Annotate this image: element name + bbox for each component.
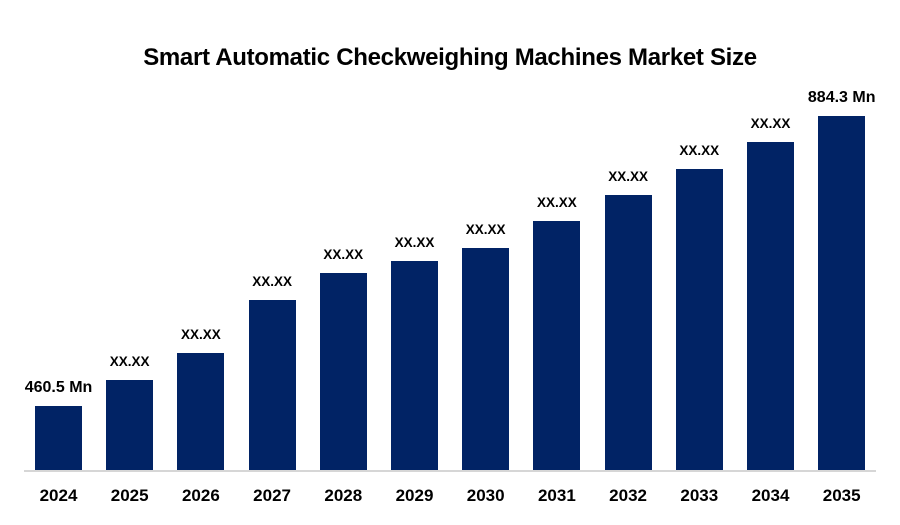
x-tick-label-2028: 2028 bbox=[324, 486, 363, 505]
bar-value-label-2029: XX.XX bbox=[394, 235, 435, 250]
x-tick-label-2033: 2033 bbox=[680, 486, 719, 505]
x-tick-label-2030: 2030 bbox=[466, 486, 505, 505]
bar-2024 bbox=[35, 406, 82, 470]
x-tick-label-2025: 2025 bbox=[110, 486, 149, 505]
x-tick-label-2026: 2026 bbox=[181, 486, 220, 505]
bar-value-label-2024: 460.5 Mn bbox=[24, 379, 93, 396]
bar-value-label-2027: XX.XX bbox=[252, 274, 292, 289]
bar-value-label-2030: XX.XX bbox=[465, 222, 506, 237]
bar-2028 bbox=[319, 273, 367, 470]
bar-2035 bbox=[818, 116, 866, 470]
bar-value-label-2033: XX.XX bbox=[679, 143, 720, 158]
bar-value-label-2034: XX.XX bbox=[750, 116, 791, 131]
bar-value-label-2032: XX.XX bbox=[608, 169, 648, 184]
bar-2026 bbox=[177, 353, 225, 470]
bar-2030 bbox=[462, 248, 510, 470]
x-tick-label-2031: 2031 bbox=[537, 486, 576, 505]
x-tick-label-2027: 2027 bbox=[253, 486, 291, 505]
x-tick-label-2029: 2029 bbox=[395, 486, 434, 505]
x-tick-label-2032: 2032 bbox=[609, 486, 647, 505]
bar-2031 bbox=[533, 221, 581, 470]
x-tick-label-2034: 2034 bbox=[751, 486, 790, 505]
bar-2034 bbox=[747, 142, 794, 470]
bar-value-label-2028: XX.XX bbox=[323, 247, 364, 262]
bar-value-label-2031: XX.XX bbox=[537, 195, 577, 210]
bar-value-label-2025: XX.XX bbox=[109, 354, 150, 369]
x-tick-label-2024: 2024 bbox=[39, 486, 78, 505]
x-axis-line bbox=[24, 470, 876, 472]
bar-2032 bbox=[604, 195, 652, 470]
chart-title: Smart Automatic Checkweighing Machines M… bbox=[143, 44, 757, 71]
bar-2027 bbox=[248, 300, 296, 470]
bar-value-label-2035: 884.3 Mn bbox=[807, 89, 876, 106]
bar-value-label-2026: XX.XX bbox=[181, 327, 221, 342]
bar-2029 bbox=[391, 261, 438, 470]
x-tick-label-2035: 2035 bbox=[822, 486, 861, 505]
bar-2025 bbox=[106, 380, 154, 470]
bar-2033 bbox=[675, 169, 723, 470]
